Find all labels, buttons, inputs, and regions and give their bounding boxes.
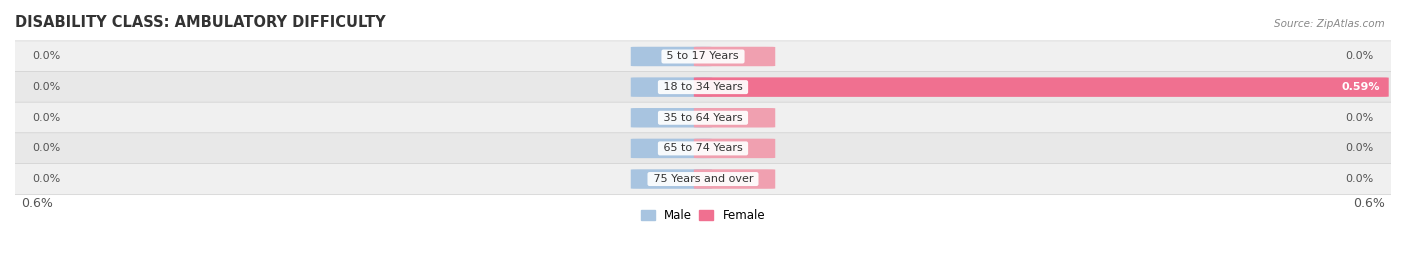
Text: 0.0%: 0.0% xyxy=(1346,174,1374,184)
FancyBboxPatch shape xyxy=(693,108,775,128)
Text: Source: ZipAtlas.com: Source: ZipAtlas.com xyxy=(1274,19,1385,29)
FancyBboxPatch shape xyxy=(693,77,1389,97)
Text: 65 to 74 Years: 65 to 74 Years xyxy=(659,143,747,153)
Legend: Male, Female: Male, Female xyxy=(636,204,770,226)
FancyBboxPatch shape xyxy=(0,41,1406,72)
FancyBboxPatch shape xyxy=(0,72,1406,103)
Text: 5 to 17 Years: 5 to 17 Years xyxy=(664,51,742,61)
FancyBboxPatch shape xyxy=(0,163,1406,195)
FancyBboxPatch shape xyxy=(631,169,713,189)
Text: DISABILITY CLASS: AMBULATORY DIFFICULTY: DISABILITY CLASS: AMBULATORY DIFFICULTY xyxy=(15,15,385,30)
FancyBboxPatch shape xyxy=(631,139,713,158)
FancyBboxPatch shape xyxy=(0,102,1406,133)
Text: 75 Years and over: 75 Years and over xyxy=(650,174,756,184)
FancyBboxPatch shape xyxy=(631,77,713,97)
Text: 0.0%: 0.0% xyxy=(32,143,60,153)
Text: 0.0%: 0.0% xyxy=(1346,143,1374,153)
Text: 0.0%: 0.0% xyxy=(32,113,60,123)
FancyBboxPatch shape xyxy=(693,139,775,158)
Text: 0.59%: 0.59% xyxy=(1341,82,1379,92)
Text: 0.0%: 0.0% xyxy=(1346,113,1374,123)
FancyBboxPatch shape xyxy=(693,47,775,66)
Text: 0.0%: 0.0% xyxy=(32,51,60,61)
Text: 0.0%: 0.0% xyxy=(32,174,60,184)
FancyBboxPatch shape xyxy=(631,108,713,128)
Text: 18 to 34 Years: 18 to 34 Years xyxy=(659,82,747,92)
FancyBboxPatch shape xyxy=(0,133,1406,164)
Text: 0.0%: 0.0% xyxy=(1346,51,1374,61)
FancyBboxPatch shape xyxy=(631,47,713,66)
Text: 35 to 64 Years: 35 to 64 Years xyxy=(659,113,747,123)
Text: 0.6%: 0.6% xyxy=(21,198,52,210)
FancyBboxPatch shape xyxy=(693,169,775,189)
Text: 0.0%: 0.0% xyxy=(32,82,60,92)
Text: 0.6%: 0.6% xyxy=(1354,198,1385,210)
